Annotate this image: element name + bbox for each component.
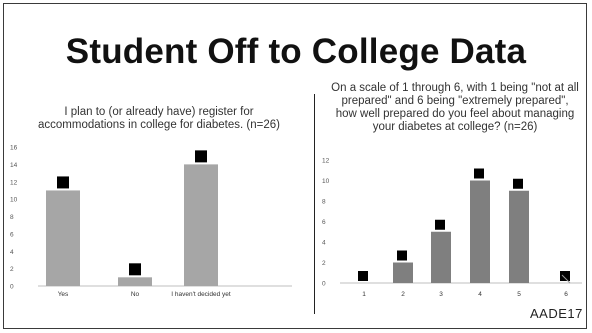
x-category-label: 4 [478,291,482,298]
data-marker [358,271,368,281]
bar [431,231,451,283]
x-category-label: 1 [362,291,366,298]
y-tick-label: 8 [10,214,14,221]
axis-tick-decoration [561,274,571,284]
x-category-label: 6 [564,291,568,298]
x-category-label: No [131,291,140,298]
x-category-label: 5 [517,291,521,298]
y-tick-label: 0 [322,281,326,288]
bar [509,190,529,283]
data-marker [474,168,484,179]
y-tick-label: 8 [322,199,326,206]
y-tick-label: 16 [10,145,18,152]
y-tick-label: 4 [322,240,326,247]
x-category-label: I haven't decided yet [171,291,231,298]
left-bar-chart: 0 2 4 6 8 10 12 14 16 Yes No I haven't decided yet [10,145,292,298]
data-marker [129,263,141,276]
data-marker [513,178,523,189]
y-tick-label: 0 [10,284,14,291]
bar [393,262,413,283]
data-marker [560,271,570,281]
y-tick-label: 2 [322,260,326,267]
bar [46,190,80,286]
y-tick-label: 4 [10,249,14,256]
data-marker [57,176,69,189]
slide-border [3,3,587,329]
bar [184,164,218,286]
y-tick-label: 12 [10,179,18,186]
x-category-label: 2 [401,291,405,298]
chart-divider [314,94,315,314]
data-marker [195,150,207,163]
y-tick-label: 6 [10,231,14,238]
x-category-label: Yes [58,291,69,298]
right-chart-title: On a scale of 1 through 6, with 1 being … [331,82,579,133]
x-category-label: 3 [439,291,443,298]
aade-logo: AADE17 [530,306,583,321]
bar [118,277,152,286]
y-tick-label: 2 [10,266,14,273]
y-tick-label: 6 [322,219,326,226]
bar [470,180,490,283]
slide-title: Student Off to College Data [65,32,527,71]
data-marker [397,250,407,261]
y-tick-label: 10 [10,197,18,204]
left-chart-title: I plan to (or already have) register for… [38,106,280,131]
y-tick-label: 14 [10,162,18,169]
y-tick-label: 12 [322,158,330,165]
data-marker [435,219,445,230]
y-tick-label: 10 [322,178,330,185]
